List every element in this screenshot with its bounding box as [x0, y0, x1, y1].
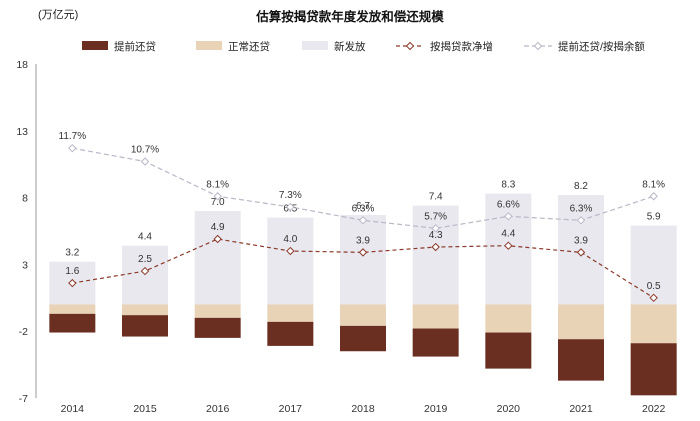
x-tick-label-2019: 2019 — [424, 403, 448, 415]
label-prepay-ratio-2016: 8.1% — [206, 179, 229, 190]
point-net-increase-2018 — [358, 248, 368, 257]
bar-normal-repay-2022 — [630, 304, 677, 344]
label-net-increase-2019: 4.3 — [429, 230, 443, 241]
point-prepay-ratio-2022 — [649, 192, 658, 201]
bar-prepay-2020 — [485, 332, 532, 369]
bar-prepay-2016 — [194, 317, 241, 338]
label-prepay-ratio-2020: 6.6% — [497, 199, 520, 210]
legend-label-2: 新发放 — [334, 40, 366, 53]
point-net-increase-2017 — [286, 246, 295, 256]
label-net-increase-2015: 2.5 — [138, 254, 152, 265]
point-net-increase-2020 — [504, 241, 513, 250]
label-prepay-ratio-2021: 6.3% — [570, 203, 593, 214]
point-net-increase-2015 — [140, 266, 150, 276]
bar-prepay-2018 — [340, 325, 386, 352]
bar-new-2019 — [412, 205, 459, 305]
legend-label-1: 正常还贷 — [228, 40, 270, 53]
label-net-increase-2022: 0.5 — [647, 281, 661, 292]
y-tick-label-4: -2 — [19, 326, 28, 338]
label-new-2015: 4.4 — [138, 232, 152, 243]
legend-swatch-2 — [302, 41, 328, 50]
label-new-2019: 7.4 — [429, 192, 443, 203]
bar-normal-repay-2018 — [340, 304, 386, 326]
label-net-increase-2020: 4.4 — [501, 229, 515, 240]
x-tick-label-2014: 2014 — [61, 403, 85, 415]
chart-title: 估算按揭贷款年度发放和偿还规模 — [256, 10, 444, 24]
point-prepay-ratio-2014 — [68, 143, 77, 153]
label-new-2020: 8.3 — [501, 180, 515, 191]
label-net-increase-2014: 1.6 — [65, 266, 79, 277]
bar-new-2017 — [267, 217, 314, 305]
legend-label-4: 提前还贷/按揭余额 — [558, 40, 645, 53]
bar-prepay-2017 — [267, 321, 314, 346]
x-tick-label-2018: 2018 — [351, 403, 375, 415]
label-new-2021: 8.2 — [574, 181, 588, 192]
legend-label-0: 提前还贷 — [114, 40, 156, 53]
x-tick-label-2022: 2022 — [642, 403, 666, 415]
y-tick-label-2: 8 — [22, 193, 28, 205]
line-prepay-ratio — [72, 147, 654, 229]
x-tick-label-2015: 2015 — [133, 403, 157, 415]
label-new-2022: 5.9 — [647, 212, 661, 223]
label-prepay-ratio-2015: 10.7% — [131, 145, 159, 156]
x-tick-label-2020: 2020 — [497, 403, 521, 415]
point-prepay-ratio-2016 — [213, 192, 222, 201]
point-prepay-ratio-2021 — [576, 216, 586, 225]
label-new-2014: 3.2 — [65, 248, 79, 259]
point-net-increase-2022 — [649, 293, 658, 303]
bar-normal-repay-2015 — [122, 304, 168, 316]
y-tick-label-3: 3 — [22, 259, 28, 271]
y-tick-label-1: 13 — [16, 126, 28, 138]
bar-normal-repay-2020 — [485, 304, 532, 333]
label-prepay-ratio-2017: 7.3% — [279, 190, 302, 201]
legend-marker-4 — [533, 41, 543, 51]
point-prepay-ratio-2017 — [286, 202, 295, 212]
line-net-increase — [72, 238, 654, 299]
bar-prepay-2019 — [412, 328, 459, 357]
point-prepay-ratio-2015 — [140, 157, 150, 166]
legend-swatch-0 — [82, 41, 108, 50]
x-tick-label-2017: 2017 — [279, 403, 303, 415]
label-net-increase-2018: 3.9 — [356, 235, 370, 246]
bar-new-2018 — [340, 214, 386, 305]
bar-new-2016 — [194, 210, 241, 305]
bar-new-2022 — [630, 225, 677, 305]
legend-marker-3 — [405, 41, 415, 51]
y-axis-unit-label: (万亿元) — [38, 9, 79, 21]
x-tick-label-2016: 2016 — [206, 403, 230, 415]
label-net-increase-2017: 4.0 — [283, 234, 297, 245]
label-new-2018: 6.7 — [356, 201, 370, 212]
point-net-increase-2021 — [576, 248, 586, 257]
point-prepay-ratio-2019 — [431, 224, 440, 233]
y-tick-label-0: 18 — [16, 59, 28, 71]
bar-prepay-2022 — [630, 343, 677, 396]
bar-normal-repay-2014 — [49, 304, 96, 314]
bar-prepay-2015 — [122, 315, 168, 337]
bar-prepay-2014 — [49, 313, 96, 333]
bar-normal-repay-2017 — [267, 304, 314, 322]
label-prepay-ratio-2018: 6.3% — [352, 203, 375, 214]
point-net-increase-2019 — [431, 242, 440, 252]
label-prepay-ratio-2014: 11.7% — [59, 131, 87, 142]
point-prepay-ratio-2020 — [504, 212, 513, 221]
point-net-increase-2016 — [213, 234, 222, 244]
label-net-increase-2021: 3.9 — [574, 235, 588, 246]
bar-normal-repay-2016 — [194, 304, 241, 318]
x-tick-label-2021: 2021 — [569, 403, 593, 415]
bar-normal-repay-2021 — [558, 304, 604, 340]
y-tick-label-5: -7 — [19, 393, 28, 405]
label-prepay-ratio-2019: 5.7% — [424, 211, 447, 222]
point-prepay-ratio-2018 — [358, 216, 368, 225]
legend-swatch-1 — [196, 41, 222, 50]
bar-normal-repay-2019 — [412, 304, 459, 329]
label-new-2016: 7.0 — [211, 197, 225, 208]
label-net-increase-2016: 4.9 — [211, 222, 225, 233]
point-net-increase-2014 — [68, 278, 77, 288]
bar-prepay-2021 — [558, 339, 604, 381]
label-prepay-ratio-2022: 8.1% — [642, 179, 665, 190]
legend-label-3: 按揭贷款净增 — [430, 40, 493, 53]
